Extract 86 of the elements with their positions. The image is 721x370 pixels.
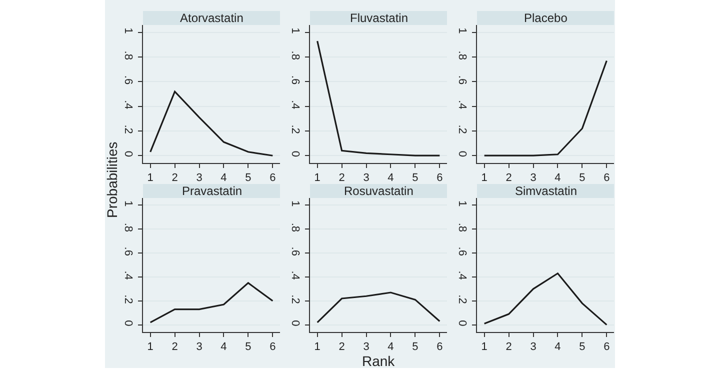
y-tick-label: .6 [122, 246, 134, 256]
y-tick-label: 1 [288, 200, 301, 207]
y-tick-label: .4 [288, 100, 301, 110]
x-tick-label: 2 [172, 341, 178, 354]
y-tick-label: 0 [122, 320, 134, 326]
y-tick-label: .2 [122, 124, 134, 134]
y-tick-label: .8 [122, 222, 134, 232]
chart-title: Simvastatin [515, 184, 578, 198]
line-series [484, 60, 608, 156]
line-series [150, 90, 274, 156]
x-tick-label: 6 [270, 172, 276, 184]
x-tick-label: 6 [436, 172, 443, 184]
y-tick-label: .8 [122, 50, 134, 60]
x-tick-label: 2 [338, 172, 345, 184]
y-tick-label: .8 [288, 222, 301, 232]
x-tick-label: 4 [554, 341, 561, 354]
y-tick-label: .8 [456, 50, 468, 60]
x-tick-label: 5 [579, 341, 586, 354]
y-tick-label: 0 [122, 150, 134, 158]
x-tick-label: 3 [363, 172, 370, 184]
x-tick-label: 2 [172, 172, 178, 184]
y-tick-label: .6 [456, 75, 468, 85]
y-axis-title: Probabilities [104, 142, 120, 218]
y-tick-label: .8 [456, 222, 468, 232]
x-tick-label: 6 [270, 341, 276, 354]
x-tick-label: 2 [338, 341, 345, 354]
x-tick-label: 4 [220, 341, 227, 354]
x-tick-label: 1 [314, 341, 320, 354]
y-tick-label: .4 [122, 270, 134, 280]
line-series [484, 272, 608, 326]
x-tick-label: 2 [506, 341, 512, 354]
y-tick-label: .6 [288, 246, 301, 256]
x-tick-label: 2 [506, 172, 512, 184]
x-tick-label: 5 [412, 341, 418, 354]
y-tick-label: .8 [288, 50, 301, 60]
chart-title: Pravastatin [182, 184, 242, 198]
x-tick-label: 3 [530, 172, 536, 184]
x-tick-label: 3 [363, 341, 370, 354]
y-tick-label: .6 [122, 75, 134, 85]
y-tick-label: .4 [456, 270, 468, 280]
y-tick-label: 1 [122, 28, 134, 34]
y-tick-label: 1 [456, 28, 468, 34]
y-tick-label: .4 [288, 270, 301, 280]
x-tick-label: 3 [196, 341, 202, 354]
chart-title: Fluvastatin [350, 11, 408, 25]
x-tick-label: 6 [604, 341, 610, 354]
y-tick-label: 1 [288, 28, 301, 34]
x-tick-label: 4 [388, 341, 394, 354]
y-tick-label: .6 [288, 75, 301, 85]
y-tick-label: .6 [456, 246, 468, 256]
x-tick-label: 1 [481, 341, 488, 354]
y-tick-label: 1 [456, 200, 468, 207]
y-tick-label: 0 [288, 320, 301, 326]
line-series [316, 292, 440, 324]
x-tick-label: 4 [220, 172, 227, 184]
y-tick-label: .2 [288, 294, 301, 304]
chart-title: Atorvastatin [180, 11, 244, 25]
y-tick-label: 0 [456, 320, 468, 326]
x-tick-label: 3 [530, 341, 536, 354]
x-tick-label: 6 [436, 341, 443, 354]
x-axis-title: Rank [362, 353, 396, 369]
line-series [316, 40, 440, 156]
x-tick-label: 6 [604, 172, 610, 184]
y-tick-label: 0 [456, 150, 468, 158]
x-tick-label: 1 [481, 172, 488, 184]
chart-title: Placebo [524, 11, 568, 25]
x-tick-label: 3 [196, 172, 202, 184]
line-series [150, 282, 274, 324]
x-tick-label: 1 [147, 341, 154, 354]
x-tick-label: 5 [245, 172, 252, 184]
x-tick-label: 5 [412, 172, 418, 184]
y-tick-label: 1 [122, 200, 134, 207]
x-tick-label: 4 [388, 172, 394, 184]
chart-title: Rosuvastatin [344, 184, 414, 198]
x-tick-label: 1 [314, 172, 320, 184]
y-tick-label: 0 [288, 150, 301, 158]
x-tick-label: 1 [147, 172, 154, 184]
y-tick-label: .2 [122, 294, 134, 304]
x-tick-label: 5 [579, 172, 586, 184]
y-tick-label: .2 [456, 294, 468, 304]
y-tick-label: .2 [456, 124, 468, 134]
y-tick-label: .4 [122, 100, 134, 110]
x-tick-label: 4 [554, 172, 561, 184]
y-tick-label: .4 [456, 100, 468, 110]
y-tick-label: .2 [288, 124, 301, 134]
x-tick-label: 5 [245, 341, 252, 354]
